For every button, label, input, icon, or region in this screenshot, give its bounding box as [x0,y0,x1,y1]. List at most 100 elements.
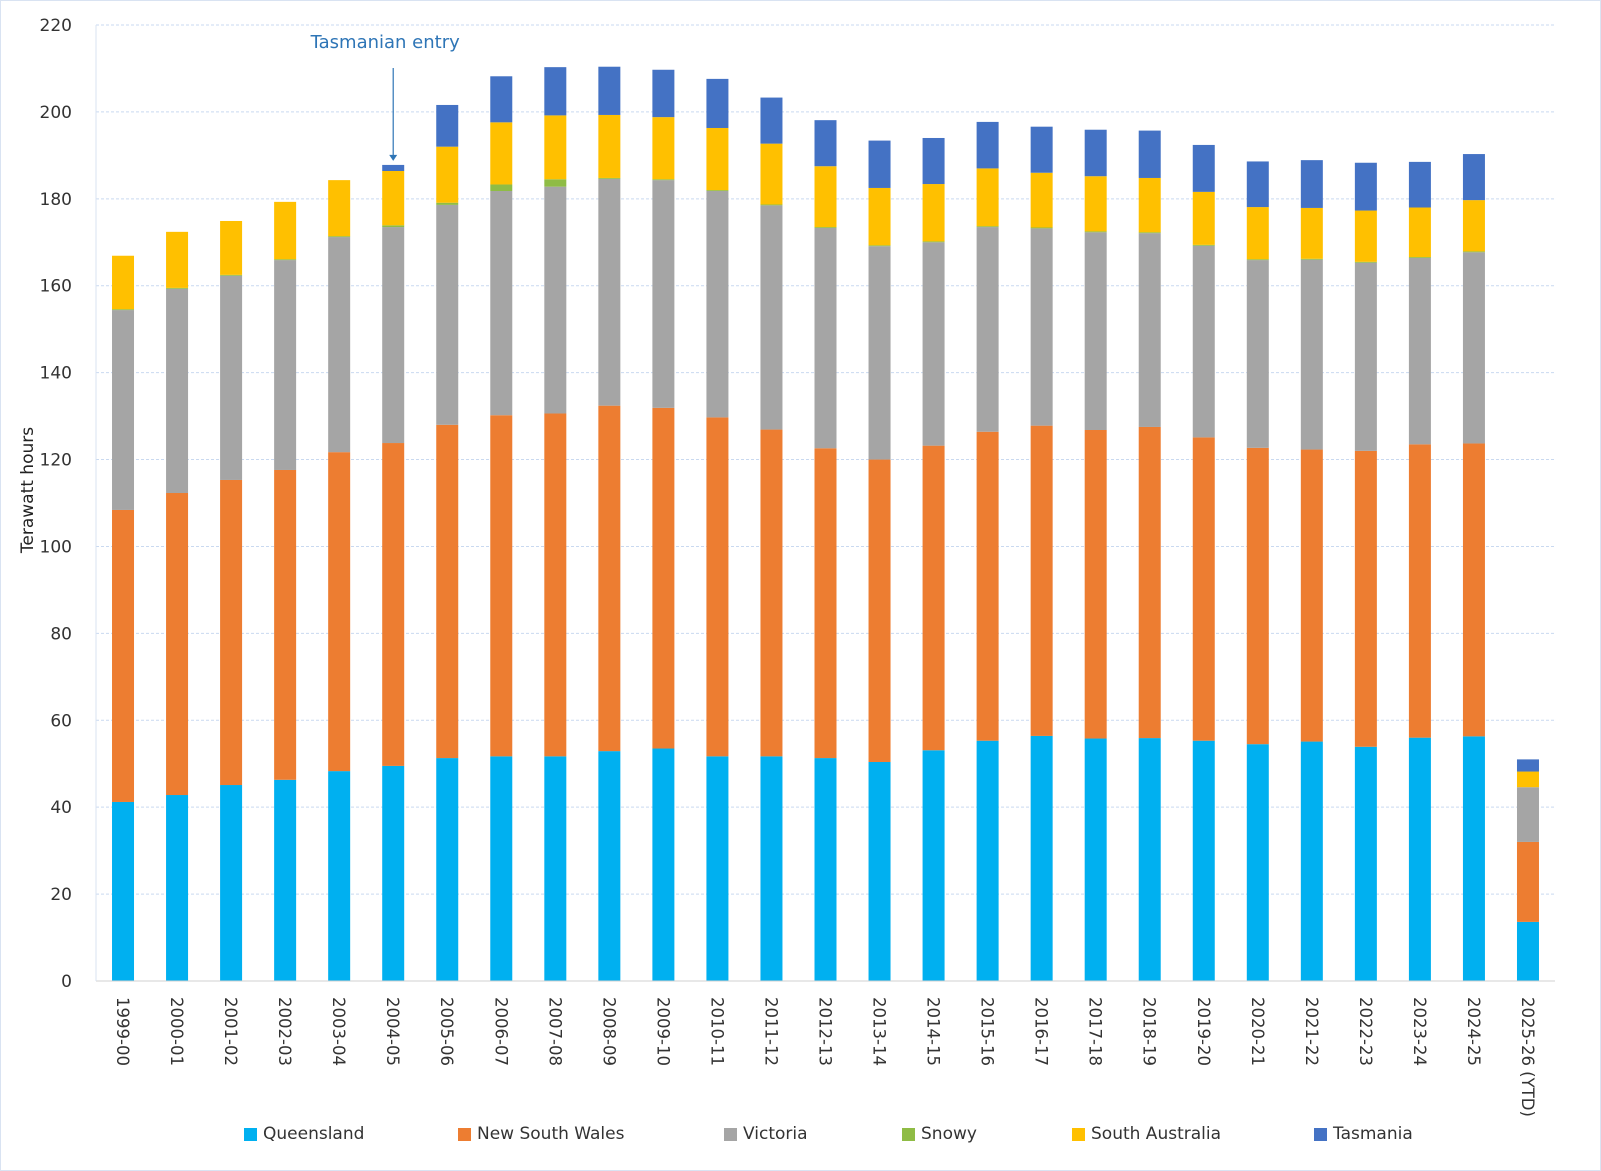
bar-segment-snowy [1030,227,1053,229]
bar-stack [274,201,297,981]
bar-segment-queensland [328,771,351,981]
bar-stack [814,120,837,981]
bar-segment-new-south-wales [274,469,297,780]
x-tick-label: 2025-26 (YTD) [1518,997,1537,1117]
bar-segment-victoria [1084,232,1107,430]
bar-segment-queensland [1408,737,1431,981]
bar-segment-tasmania [1408,161,1431,208]
bar-segment-south-australia [1516,771,1539,788]
bar-segment-south-australia [166,231,189,288]
bar-segment-queensland [1030,735,1053,981]
bar-segment-new-south-wales [1138,426,1161,739]
bar-segment-tasmania [1138,130,1161,178]
bar-segment-queensland [976,740,999,981]
bar-segment-snowy [652,179,675,181]
bar-segment-tasmania [1192,144,1215,192]
bar-segment-victoria [1192,245,1215,438]
y-tick-label: 60 [50,711,72,731]
bar-segment-new-south-wales [1300,449,1323,742]
bar-stack [328,180,351,981]
legend-label: Victoria [743,1124,808,1144]
bar-segment-victoria [112,310,135,510]
x-tick-label: 2010-11 [707,997,726,1066]
bar-segment-tasmania [1030,126,1053,173]
bar-segment-new-south-wales [220,479,243,786]
legend-label: South Australia [1091,1124,1222,1144]
bar-stack [166,231,189,981]
bar-segment-snowy [220,274,243,276]
x-tick-label: 2003-04 [329,997,348,1066]
bar-segment-snowy [328,236,351,238]
bar-segment-south-australia [868,187,891,246]
x-tick-label: 2022-23 [1356,997,1375,1066]
bar-segment-south-australia [706,127,729,191]
bar-segment-south-australia [382,171,405,226]
bar-segment-victoria [1462,252,1485,444]
bar-segment-victoria [868,246,891,460]
bar-segment-snowy [1408,257,1431,258]
legend-label: Tasmania [1333,1124,1413,1144]
bar-segment-snowy [1462,251,1485,253]
legend-item-snowy: Snowy [902,1124,977,1144]
legend-swatch [902,1127,915,1141]
y-axis-label: Terawatt hours [18,427,38,554]
bar-segment-new-south-wales [544,413,567,757]
bar-stack [382,164,405,981]
bar-segment-queensland [1246,744,1269,981]
bar-stack [490,76,513,981]
bar-stack [652,69,675,981]
annotation-arrowhead [389,154,398,161]
bar-segment-queensland [112,801,135,981]
bar-segment-snowy [760,204,783,206]
bar-segment-snowy [922,241,945,243]
bar-segment-tasmania [1246,161,1269,208]
bar-segment-victoria [706,190,729,418]
y-tick-label: 120 [40,451,72,471]
bar-segment-new-south-wales [1462,443,1485,737]
bar-segment-south-australia [976,168,999,227]
bar-segment-queensland [1192,740,1215,981]
bar-stack [544,67,567,981]
bar-segment-snowy [868,245,891,247]
bar-segment-south-australia [328,180,351,237]
x-tick-label: 2023-24 [1410,997,1429,1066]
x-axis-ticks: 1999-00 2000-01 2001-02 2002-03 2003-04 2004-… [113,997,1537,1117]
y-tick-label: 220 [40,16,72,36]
bar-segment-tasmania [1462,154,1485,201]
bar-segment-snowy [1246,259,1269,261]
bar-segment-victoria [760,205,783,430]
legend-swatch [1314,1127,1327,1141]
y-tick-label: 160 [40,277,72,297]
bar-segment-new-south-wales [1246,447,1269,745]
bar-segment-queensland [1300,741,1323,981]
legend-swatch [458,1127,471,1141]
y-tick-label: 20 [50,885,72,905]
bar-segment-tasmania [706,78,729,128]
bar-segment-new-south-wales [436,424,459,759]
legend-label: Snowy [921,1124,977,1144]
bar-segment-queensland [544,756,567,981]
bars [112,66,1539,981]
x-tick-label: 2021-22 [1302,997,1321,1066]
bar-segment-tasmania [544,67,567,116]
bar-segment-tasmania [1084,129,1107,177]
legend: Queensland New South Wales Victoria Snowy So… [0,1124,1601,1148]
bar-segment-victoria [1246,260,1269,448]
bar-segment-queensland [922,750,945,981]
x-tick-label: 2012-13 [816,997,835,1066]
bar-segment-south-australia [112,255,135,310]
legend-item-tasmania: Tasmania [1314,1124,1413,1144]
bar-segment-snowy [814,227,837,228]
bar-segment-tasmania [814,120,837,167]
y-axis-ticks: 0 20 40 60 80 100 120 140 160 180 200 220 [40,16,72,992]
bar-segment-tasmania [976,121,999,169]
bar-segment-snowy [1192,244,1215,246]
bar-segment-queensland [490,756,513,981]
bar-segment-victoria [490,190,513,416]
y-tick-label: 200 [40,103,72,123]
bar-segment-queensland [274,779,297,981]
legend-swatch [244,1127,257,1141]
bar-stack [868,140,891,981]
bar-stack [112,255,135,981]
bar-segment-snowy [112,309,135,311]
